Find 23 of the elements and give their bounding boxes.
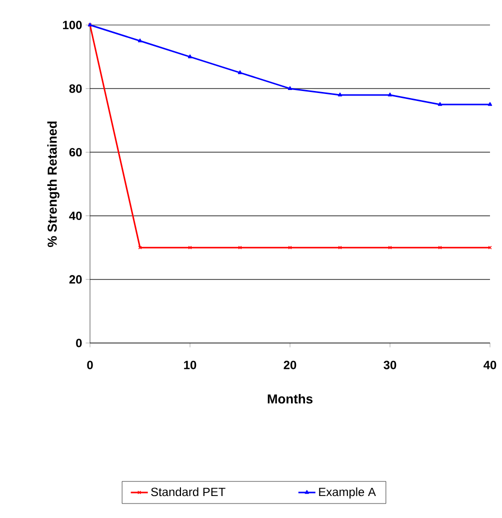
x-tick-label: 40 (484, 360, 496, 370)
point (488, 102, 492, 106)
x-tick-label: 0 (87, 360, 93, 370)
x-tick-label: 30 (384, 360, 396, 370)
x-tick-label: 20 (284, 360, 296, 370)
y-tick-label: 40 (69, 212, 82, 220)
y-tick-label: 80 (69, 84, 82, 93)
point (238, 70, 242, 74)
legend-label: Example A (319, 487, 376, 499)
y-axis-title: % Strength Retained (47, 122, 60, 247)
point (188, 54, 192, 58)
y-tick-label: 60 (69, 148, 82, 156)
y-tick-label: 0 (76, 338, 82, 348)
y-tick-label: 20 (69, 275, 82, 284)
point (438, 102, 442, 106)
point (388, 92, 392, 96)
point (138, 38, 142, 42)
point (288, 86, 292, 90)
legend-label: Standard PET (151, 487, 226, 496)
x-axis-title: Months (268, 394, 312, 404)
x-tick-label: 10 (184, 360, 196, 370)
point (338, 92, 342, 96)
y-tick-label: 100 (63, 20, 82, 30)
